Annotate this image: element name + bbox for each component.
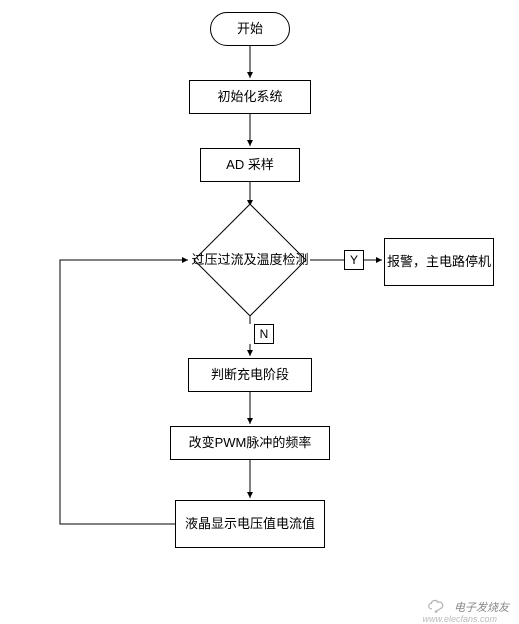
node-alarm-label: 报警，主电路停机 bbox=[387, 253, 491, 271]
node-decision bbox=[193, 203, 306, 316]
node-lcd: 液晶显示电压值电流值 bbox=[175, 500, 325, 548]
node-judge-label: 判断充电阶段 bbox=[211, 366, 289, 384]
node-ad: AD 采样 bbox=[200, 148, 300, 182]
watermark-url: www.elecfans.com bbox=[422, 614, 497, 624]
node-init-label: 初始化系统 bbox=[217, 88, 282, 106]
watermark-text: 电子发烧友 bbox=[454, 599, 509, 615]
node-pwm: 改变PWM脉冲的频率 bbox=[170, 426, 330, 460]
node-alarm: 报警，主电路停机 bbox=[384, 238, 494, 286]
branch-no-box: N bbox=[254, 324, 274, 344]
branch-no-label: N bbox=[260, 327, 269, 341]
branch-yes-box: Y bbox=[344, 250, 364, 270]
node-start: 开始 bbox=[210, 12, 290, 46]
watermark: 电子发烧友 www.elecfans.com bbox=[426, 596, 509, 618]
node-start-label: 开始 bbox=[237, 20, 263, 38]
node-ad-label: AD 采样 bbox=[226, 156, 274, 174]
node-init: 初始化系统 bbox=[189, 80, 311, 114]
node-lcd-label: 液晶显示电压值电流值 bbox=[185, 515, 315, 533]
node-judge: 判断充电阶段 bbox=[188, 358, 312, 392]
branch-yes-label: Y bbox=[350, 253, 358, 267]
node-pwm-label: 改变PWM脉冲的频率 bbox=[189, 434, 312, 452]
